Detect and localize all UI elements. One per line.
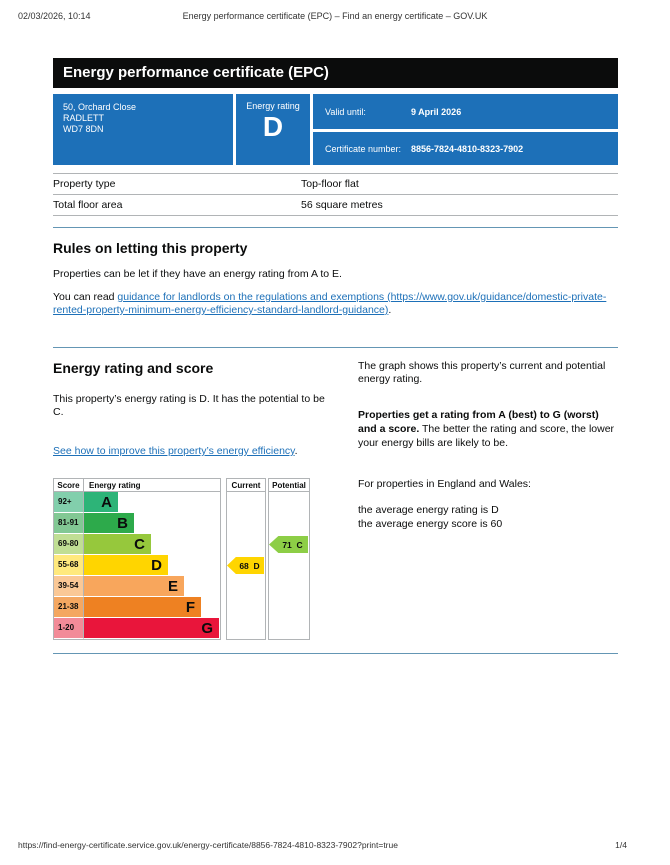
validity-box: Valid until: 9 April 2026 Certificate nu… [313, 94, 618, 165]
epc-rating-chart: Score Energy rating 92+ A 81-91 B 69-80 C 55-6… [53, 478, 310, 640]
print-url: https://find-energy-certificate.service.… [18, 840, 398, 850]
improve-suffix: . [294, 445, 298, 457]
epc-band-row-c: 69-80 C [54, 534, 220, 555]
band-letter: G [201, 619, 213, 637]
rating-band-bar-e: E [84, 576, 184, 597]
energy-rating-box: Energy rating D [236, 94, 310, 165]
score-range-label: 1-20 [54, 618, 84, 639]
certificate-number-row: Certificate number: 8856-7824-4810-8323-… [313, 132, 618, 165]
band-letter: B [117, 514, 128, 532]
potential-rating-column: Potential 71 C [268, 478, 310, 640]
valid-until-row: Valid until: 9 April 2026 [313, 94, 618, 129]
epc-summary-panel: 50, Orchard Close RADLETT WD7 8DN Energy… [53, 94, 618, 165]
energy-rating-column-header: Energy rating [89, 481, 141, 490]
address-line-2: RADLETT [63, 113, 105, 123]
current-rating-column: Current 68 D [226, 478, 266, 640]
print-datetime: 02/03/2026, 10:14 [18, 11, 91, 21]
rating-score-left-column: Energy rating and score This property’s … [53, 348, 338, 640]
score-range-label: 81-91 [54, 513, 84, 534]
section-divider [53, 347, 618, 348]
rating-band-bar-d: D [84, 555, 168, 576]
valid-until-label: Valid until: [325, 106, 366, 117]
energy-rating-label: Energy rating [246, 101, 300, 111]
rating-band-bar-g: G [84, 618, 219, 639]
guidance-text-suffix: . [388, 304, 392, 316]
floor-area-value: 56 square metres [301, 194, 618, 216]
rating-band-bar-c: C [84, 534, 151, 555]
landlord-guidance-link[interactable]: guidance for landlords on the regulation… [53, 291, 607, 316]
score-range-label: 21-38 [54, 597, 84, 618]
epc-band-row-b: 81-91 B [54, 513, 220, 534]
epc-band-row-e: 39-54 E [54, 576, 220, 597]
band-letter: A [101, 493, 112, 511]
rating-and-score-section: Energy rating and score This property’s … [53, 348, 618, 640]
property-details-table: Property type Top-floor flat Total floor… [53, 173, 618, 216]
current-column-header: Current [227, 479, 265, 492]
score-range-label: 92+ [54, 492, 84, 513]
current-rating-arrow: 68 D [227, 557, 264, 574]
average-score-line: the average energy score is 60 [358, 518, 503, 530]
rating-band-bar-f: F [84, 597, 201, 618]
property-type-value: Top-floor flat [301, 173, 618, 195]
rules-paragraph: Properties can be let if they have an en… [53, 268, 342, 280]
band-letter: C [134, 535, 145, 553]
print-page-title: Energy performance certificate (EPC) – F… [182, 11, 488, 21]
page-title: Energy performance certificate (EPC) [53, 58, 618, 88]
band-letter: E [167, 577, 178, 595]
potential-column-header: Potential [269, 479, 309, 492]
score-column-header: Score [54, 479, 84, 491]
band-letter: D [151, 556, 162, 574]
rating-intro-text: This property’s energy rating is D. It h… [53, 393, 325, 418]
certificate-number-value: 8856-7824-4810-8323-7902 [411, 143, 524, 154]
score-range-label: 69-80 [54, 534, 84, 555]
rating-scale-text: Properties get a rating from A (best) to… [358, 408, 618, 450]
epc-ratings-box: Score Energy rating 92+ A 81-91 B 69-80 C 55-6… [53, 478, 221, 640]
epc-band-row-g: 1-20 G [54, 618, 220, 639]
property-type-label: Property type [53, 173, 301, 195]
table-row: Property type Top-floor flat [53, 173, 618, 195]
print-page-number: 1/4 [615, 840, 627, 850]
band-letter: F [185, 598, 195, 616]
section-divider [53, 653, 618, 654]
property-address: 50, Orchard Close RADLETT WD7 8DN [53, 94, 233, 165]
rating-band-bar-b: B [84, 513, 134, 534]
epc-band-row-d: 55-68 D [54, 555, 220, 576]
rating-scale-rest: The better the rating and score, the low… [358, 423, 615, 449]
floor-area-label: Total floor area [53, 194, 301, 216]
address-line-1: 50, Orchard Close [63, 102, 137, 112]
guidance-text-prefix: You can read [53, 291, 118, 303]
epc-chart-header: Score Energy rating [54, 479, 220, 492]
certificate-page: Energy performance certificate (EPC) 50,… [53, 0, 618, 654]
score-range-label: 39-54 [54, 576, 84, 597]
rules-guidance-paragraph: You can read guidance for landlords on t… [53, 291, 618, 317]
section-divider [53, 227, 618, 228]
rating-score-right-column: The graph shows this property’s current … [358, 348, 618, 640]
rating-scale-bold: Properties get a rating from A (best) to… [358, 409, 599, 435]
rules-section-heading: Rules on letting this property [53, 240, 248, 256]
average-rating-lines: the average energy rating is D the avera… [358, 503, 618, 531]
rating-section-heading: Energy rating and score [53, 360, 214, 376]
epc-band-row-a: 92+ A [54, 492, 220, 513]
address-line-3: WD7 8DN [63, 124, 104, 134]
graph-explainer-text: The graph shows this property’s current … [358, 360, 606, 385]
england-wales-text: For properties in England and Wales: [358, 478, 531, 490]
improve-paragraph: See how to improve this property’s energ… [53, 445, 338, 458]
valid-until-value: 9 April 2026 [411, 106, 462, 117]
epc-band-rows: 92+ A 81-91 B 69-80 C 55-68 D 39-54 E 21-38 F 1-20 G [54, 492, 220, 639]
score-range-label: 55-68 [54, 555, 84, 576]
potential-rating-arrow: 71 C [269, 536, 308, 553]
average-rating-line: the average energy rating is D [358, 504, 499, 516]
improve-efficiency-link[interactable]: See how to improve this property’s energ… [53, 445, 295, 457]
epc-band-row-f: 21-38 F [54, 597, 220, 618]
table-row: Total floor area 56 square metres [53, 194, 618, 216]
energy-rating-value: D [262, 111, 284, 142]
rating-band-bar-a: A [84, 492, 118, 513]
certificate-number-label: Certificate number: [325, 143, 402, 154]
